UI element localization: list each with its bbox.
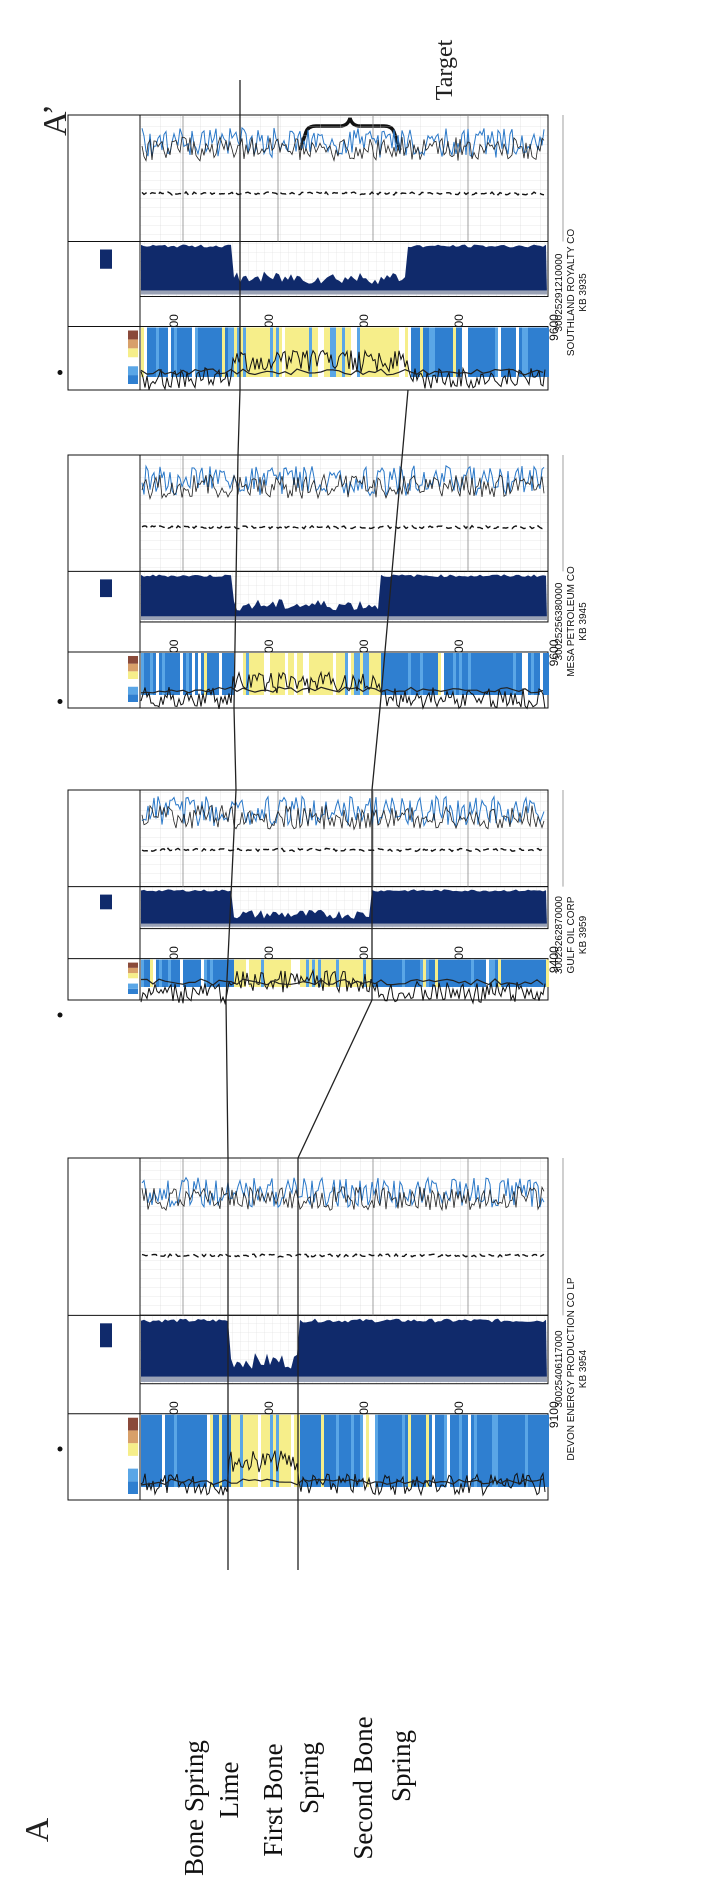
svg-text:Second Bone: Second Bone bbox=[348, 1716, 378, 1859]
svg-text:Lime: Lime bbox=[214, 1761, 244, 1818]
resistivity-swatch bbox=[100, 249, 112, 269]
caliper-curve bbox=[140, 368, 544, 376]
target-label: Target bbox=[432, 39, 458, 100]
well-api: 30025256380000 bbox=[554, 582, 565, 660]
well-operator: DEVON ENERGY PRODUCTION CO LP bbox=[566, 1277, 577, 1461]
well-kb: KB 3935 bbox=[578, 273, 589, 312]
well-api: 30025406117000 bbox=[554, 1330, 565, 1408]
density-curve bbox=[141, 135, 545, 162]
gamma-color-scale bbox=[128, 962, 138, 994]
porosity-track bbox=[139, 114, 549, 242]
caliper-curve bbox=[140, 686, 544, 694]
resistivity-swatch bbox=[100, 894, 112, 910]
density-curve bbox=[141, 804, 545, 831]
porosity-track bbox=[139, 454, 549, 572]
depth-label: 9600 bbox=[547, 639, 561, 666]
well-kb: KB 3945 bbox=[578, 602, 589, 641]
porosity-track bbox=[139, 1157, 549, 1316]
resistivity-fill bbox=[141, 889, 547, 927]
well-info: 30025262870000 GULF OIL CORP KB 3959 bbox=[554, 896, 589, 974]
density-curve bbox=[141, 473, 545, 501]
svg-text:First Bone: First Bone bbox=[258, 1743, 288, 1856]
section-end-left: A bbox=[19, 1817, 56, 1842]
gamma-ray-curve bbox=[140, 670, 546, 711]
gamma-ray-fill bbox=[141, 959, 549, 987]
formation-labels: Bone Spring Lime First Bone Spring Secon… bbox=[179, 1716, 416, 1876]
correlation-lines bbox=[225, 80, 409, 1570]
depth-label: 9100 bbox=[547, 1401, 561, 1428]
well-operator: SOUTHLAND ROYALTY CO bbox=[566, 229, 577, 356]
gamma-ray-curve bbox=[140, 968, 546, 1006]
resistivity-swatch bbox=[100, 579, 112, 598]
well-info: 30025291210000 SOUTHLAND ROYALTY CO KB 393… bbox=[554, 229, 589, 356]
caliper-curve bbox=[140, 1478, 544, 1486]
well-info: 30025256380000 MESA PETROLEUM CO KB 3945 bbox=[554, 566, 589, 677]
pe-curve bbox=[141, 847, 545, 853]
gamma-color-scale bbox=[128, 330, 138, 384]
gamma-color-scale bbox=[128, 655, 138, 702]
svg-text:Spring: Spring bbox=[386, 1730, 416, 1802]
depth-label: 9400 bbox=[547, 946, 561, 973]
well-api: 30025291210000 bbox=[554, 253, 565, 331]
caliper-curve bbox=[140, 978, 544, 986]
correlation-top-first-bone-spring bbox=[225, 80, 241, 1570]
neutron-curve bbox=[141, 126, 545, 159]
well-log-2: 9000910092009300940030025262870000GULF O… bbox=[57, 789, 589, 1018]
correlation-top-second-bone-spring bbox=[297, 389, 409, 1570]
depth-label: 9600 bbox=[547, 314, 561, 341]
well-kb: KB 3959 bbox=[578, 915, 589, 954]
gamma-color-scale bbox=[128, 1417, 138, 1494]
resistivity-fill bbox=[141, 574, 547, 620]
well-log-3: 9200930094009500960030025256380000MESA P… bbox=[57, 454, 589, 711]
gamma-ray-fill bbox=[141, 1414, 549, 1487]
neutron-curve bbox=[141, 1176, 545, 1209]
resistivity-fill bbox=[141, 1318, 547, 1382]
gamma-ray-fill bbox=[141, 652, 549, 695]
well-marker bbox=[57, 699, 63, 704]
well-log-4: 9200930094009500960030025291210000SOUTHL… bbox=[57, 114, 589, 391]
pe-curve bbox=[141, 190, 545, 196]
formation-second-bone-spring: Second Bone Spring bbox=[348, 1716, 416, 1859]
formation-bone-spring-lime: Bone Spring Lime bbox=[179, 1740, 244, 1876]
well-operator: GULF OIL CORP bbox=[566, 896, 577, 973]
formation-first-bone-spring: First Bone Spring bbox=[258, 1742, 324, 1857]
svg-text:Spring: Spring bbox=[294, 1742, 324, 1814]
pe-curve bbox=[141, 524, 545, 530]
resistivity-swatch bbox=[100, 1323, 112, 1348]
well-marker bbox=[57, 1012, 63, 1018]
density-curve bbox=[141, 1185, 545, 1212]
well-log-1: 8700880089009000910030025406117000DEVON … bbox=[57, 1157, 589, 1501]
well-marker bbox=[57, 370, 63, 375]
well-kb: KB 3954 bbox=[578, 1349, 589, 1388]
gamma-ray-fill bbox=[141, 327, 549, 377]
well-info: 30025406117000 DEVON ENERGY PRODUCTION CO… bbox=[554, 1277, 589, 1461]
gamma-ray-curve bbox=[140, 1450, 546, 1497]
well-marker bbox=[57, 1446, 63, 1452]
well-logs: 8700880089009000910030025406117000DEVON … bbox=[57, 114, 589, 1501]
well-operator: MESA PETROLEUM CO bbox=[566, 566, 577, 677]
well-api: 30025262870000 bbox=[554, 896, 565, 974]
neutron-curve bbox=[141, 464, 545, 497]
gamma-ray-curve bbox=[140, 349, 546, 391]
resistivity-fill bbox=[141, 244, 547, 295]
svg-text:Bone Spring: Bone Spring bbox=[179, 1740, 209, 1876]
